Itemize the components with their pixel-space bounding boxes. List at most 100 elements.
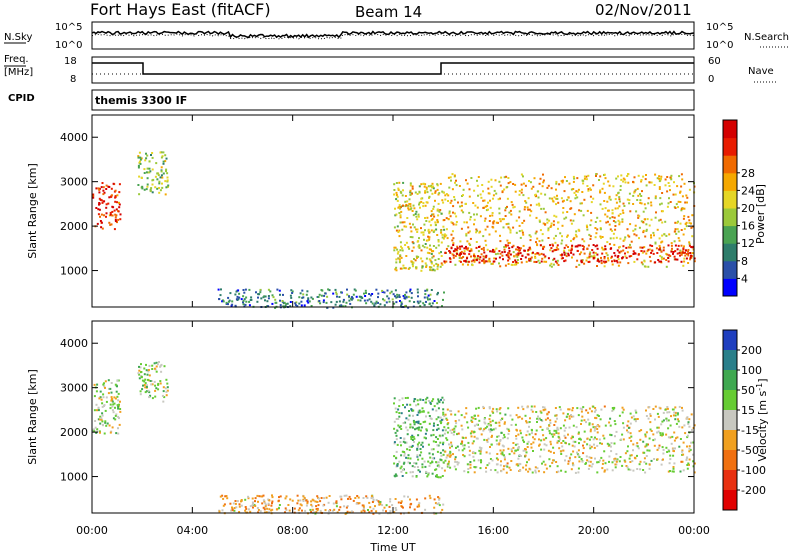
heatmap-cell	[659, 197, 662, 200]
heatmap-cell	[570, 437, 573, 440]
heatmap-cell	[364, 295, 367, 297]
heatmap-cell	[404, 200, 407, 203]
heatmap-cell	[600, 236, 602, 239]
heatmap-cell	[160, 166, 163, 169]
heatmap-cell	[580, 410, 583, 413]
heatmap-cell	[564, 470, 567, 473]
heatmap-cell	[415, 475, 418, 478]
heatmap-cell	[446, 423, 449, 426]
heatmap-cell	[112, 417, 115, 420]
heatmap-cell	[271, 496, 274, 499]
heatmap-cell	[434, 468, 437, 471]
heatmap-cell	[501, 451, 504, 454]
heatmap-cell	[551, 243, 554, 246]
heatmap-cell	[542, 173, 544, 176]
heatmap-cell	[654, 197, 657, 200]
heatmap-cell	[436, 476, 439, 478]
heatmap-cell	[477, 427, 480, 430]
heatmap-cell	[100, 186, 103, 189]
heatmap-cell	[403, 437, 406, 440]
heatmap-cell	[305, 499, 308, 502]
heatmap-cell	[159, 382, 162, 385]
heatmap-cell	[670, 242, 673, 245]
heatmap-cell	[639, 468, 642, 471]
heatmap-cell	[560, 442, 563, 444]
heatmap-cell	[111, 210, 114, 213]
heatmap-cell	[263, 508, 266, 511]
heatmap-cell	[657, 426, 660, 429]
heatmap-cell	[522, 194, 525, 197]
heatmap-cell	[661, 432, 664, 435]
heatmap-cell	[473, 431, 476, 433]
heatmap-cell	[99, 390, 102, 393]
heatmap-cell	[406, 217, 409, 219]
heatmap-cell	[582, 444, 584, 447]
heatmap-cell	[465, 179, 467, 182]
heatmap-cell	[603, 450, 606, 453]
heatmap-cell	[525, 434, 528, 437]
heatmap-cell	[452, 223, 455, 226]
heatmap-cell	[594, 221, 597, 223]
heatmap-cell	[249, 505, 252, 508]
heatmap-cell	[593, 446, 596, 449]
heatmap-cell	[581, 408, 583, 411]
heatmap-cell	[512, 261, 515, 263]
heatmap-cell	[276, 288, 279, 291]
heatmap-cell	[510, 460, 513, 462]
heatmap-cell	[535, 429, 538, 432]
heatmap-cell	[417, 255, 420, 258]
heatmap-cell	[590, 211, 593, 214]
heatmap-cell	[440, 212, 443, 215]
heatmap-cell	[362, 497, 365, 499]
heatmap-cell	[480, 253, 483, 256]
heatmap-cell	[221, 509, 224, 512]
heatmap-cell	[463, 447, 466, 450]
heatmap-cell	[495, 247, 498, 250]
heatmap-cell	[410, 436, 413, 438]
heatmap-cell	[508, 250, 511, 252]
heatmap-cell	[357, 502, 360, 505]
heatmap-cell	[466, 260, 469, 263]
heatmap-cell	[271, 494, 273, 497]
heatmap-cell	[436, 268, 439, 271]
heatmap-cell	[109, 223, 112, 226]
heatmap-cell	[645, 184, 648, 187]
heatmap-cell	[685, 457, 688, 460]
heatmap-cell	[154, 186, 157, 189]
heatmap-cell	[539, 229, 542, 232]
heatmap-cell	[377, 301, 379, 304]
heatmap-cell	[428, 252, 431, 255]
heatmap-cell	[416, 414, 419, 416]
heatmap-cell	[504, 209, 507, 212]
heatmap-cell	[242, 289, 245, 291]
heatmap-cell	[437, 263, 440, 266]
heatmap-cell	[110, 223, 113, 226]
heatmap-cell	[492, 221, 495, 224]
heatmap-cell	[107, 185, 110, 188]
heatmap-cell	[497, 435, 500, 438]
heatmap-cell	[503, 456, 506, 459]
heatmap-cell	[488, 220, 491, 222]
heatmap-cell	[396, 248, 399, 251]
heatmap-cell	[674, 414, 677, 417]
heatmap-cell	[472, 451, 475, 454]
heatmap-cell	[393, 511, 396, 514]
heatmap-cell	[396, 252, 399, 255]
heatmap-cell	[327, 501, 330, 504]
heatmap-cell	[670, 415, 672, 418]
heatmap-cell	[686, 416, 689, 419]
heatmap-cell	[421, 407, 424, 410]
heatmap-cell	[219, 294, 222, 297]
colorbar-tick-label: 16	[741, 220, 755, 233]
heatmap-cell	[603, 265, 606, 268]
heatmap-cell	[305, 504, 308, 507]
heatmap-cell	[417, 504, 420, 507]
heatmap-cell	[413, 400, 416, 403]
heatmap-cell	[350, 298, 353, 301]
heatmap-cell	[482, 255, 485, 258]
heatmap-cell	[510, 448, 513, 451]
heatmap-cell	[432, 245, 435, 247]
heatmap-cell	[650, 201, 653, 204]
heatmap-cell	[526, 430, 529, 433]
